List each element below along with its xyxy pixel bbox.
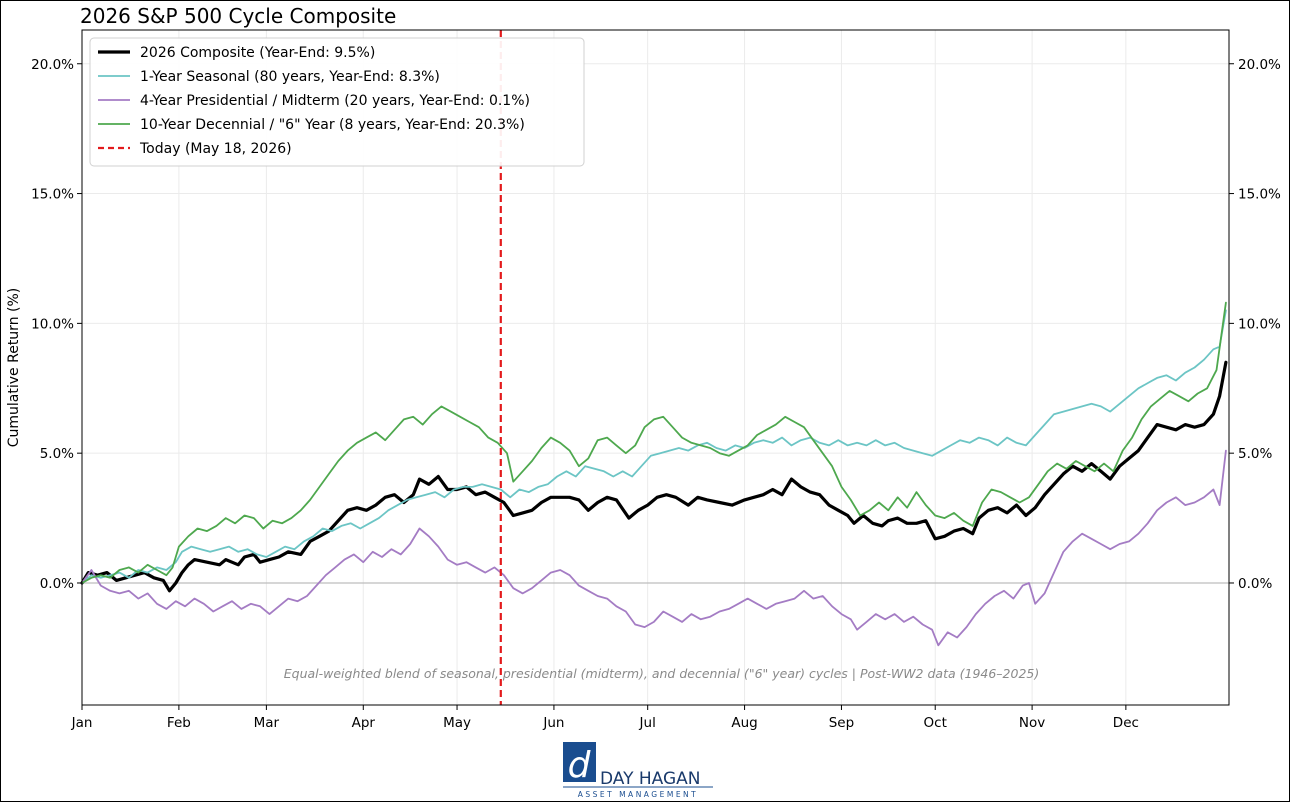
axes: 0.0% 0.0% 5.0% 5.0% 10.0% 10.0% 15.0% 15.0% 20.0… xyxy=(31,29,1281,731)
y-tick-label-right: 10.0% xyxy=(1238,316,1281,332)
legend-label: 4-Year Presidential / Midterm (20 years,… xyxy=(140,93,530,109)
series-line-4 xyxy=(81,301,1227,584)
x-tick-label: Feb xyxy=(167,715,191,731)
logo-mark-letter: d xyxy=(568,745,592,786)
legend: 2026 Composite (Year-End: 9.5%) 1-Year Se… xyxy=(89,37,585,167)
y-tick-label-right: 0.0% xyxy=(1238,576,1272,592)
logo-name: DAY HAGAN xyxy=(600,769,701,789)
legend-box xyxy=(89,37,585,167)
y-tick-label-right: 20.0% xyxy=(1238,57,1281,73)
x-tick-label: Dec xyxy=(1113,715,1139,731)
y-tick-label-right: 15.0% xyxy=(1238,187,1281,203)
y-tick-label: 15.0% xyxy=(31,187,74,203)
x-tick-label: Nov xyxy=(1019,715,1045,731)
y-tick-label: 10.0% xyxy=(31,316,74,332)
legend-label: 1-Year Seasonal (80 years, Year-End: 8.3… xyxy=(140,69,440,85)
x-tick-label: Oct xyxy=(924,715,947,731)
x-tick-label: Jan xyxy=(71,715,93,731)
y-axis-label: Cumulative Return (%) xyxy=(6,288,22,448)
y-tick-label-right: 5.0% xyxy=(1238,446,1272,462)
chart-caption: Equal-weighted blend of seasonal, presid… xyxy=(284,666,1040,681)
x-tick-label: Aug xyxy=(731,715,757,731)
x-tick-label: Jun xyxy=(542,715,564,731)
legend-label: Today (May 18, 2026) xyxy=(139,141,292,157)
y-tick-label: 5.0% xyxy=(40,446,74,462)
plot-area-border xyxy=(81,29,1230,706)
series-line-3 xyxy=(81,449,1227,647)
y-tick-label: 0.0% xyxy=(40,576,74,592)
series-line-1 xyxy=(80,360,1228,593)
logo-subtitle: ASSET MANAGEMENT xyxy=(578,790,699,799)
x-tick-label: May xyxy=(443,715,471,731)
legend-label: 2026 Composite (Year-End: 9.5%) xyxy=(140,45,375,61)
y-tick-label: 20.0% xyxy=(31,57,74,73)
x-tick-label: Jul xyxy=(639,715,656,731)
logo-mark-icon xyxy=(563,742,596,782)
chart-title: 2026 S&P 500 Cycle Composite xyxy=(80,4,396,28)
series-line-2 xyxy=(81,309,1227,584)
x-tick-label: Sep xyxy=(829,715,854,731)
company-logo: d DAY HAGAN ASSET MANAGEMENT xyxy=(563,742,713,799)
x-tick-label: Mar xyxy=(254,715,280,731)
x-tick-label: Apr xyxy=(352,715,376,731)
legend-label: 10-Year Decennial / "6" Year (8 years, Y… xyxy=(140,117,525,133)
